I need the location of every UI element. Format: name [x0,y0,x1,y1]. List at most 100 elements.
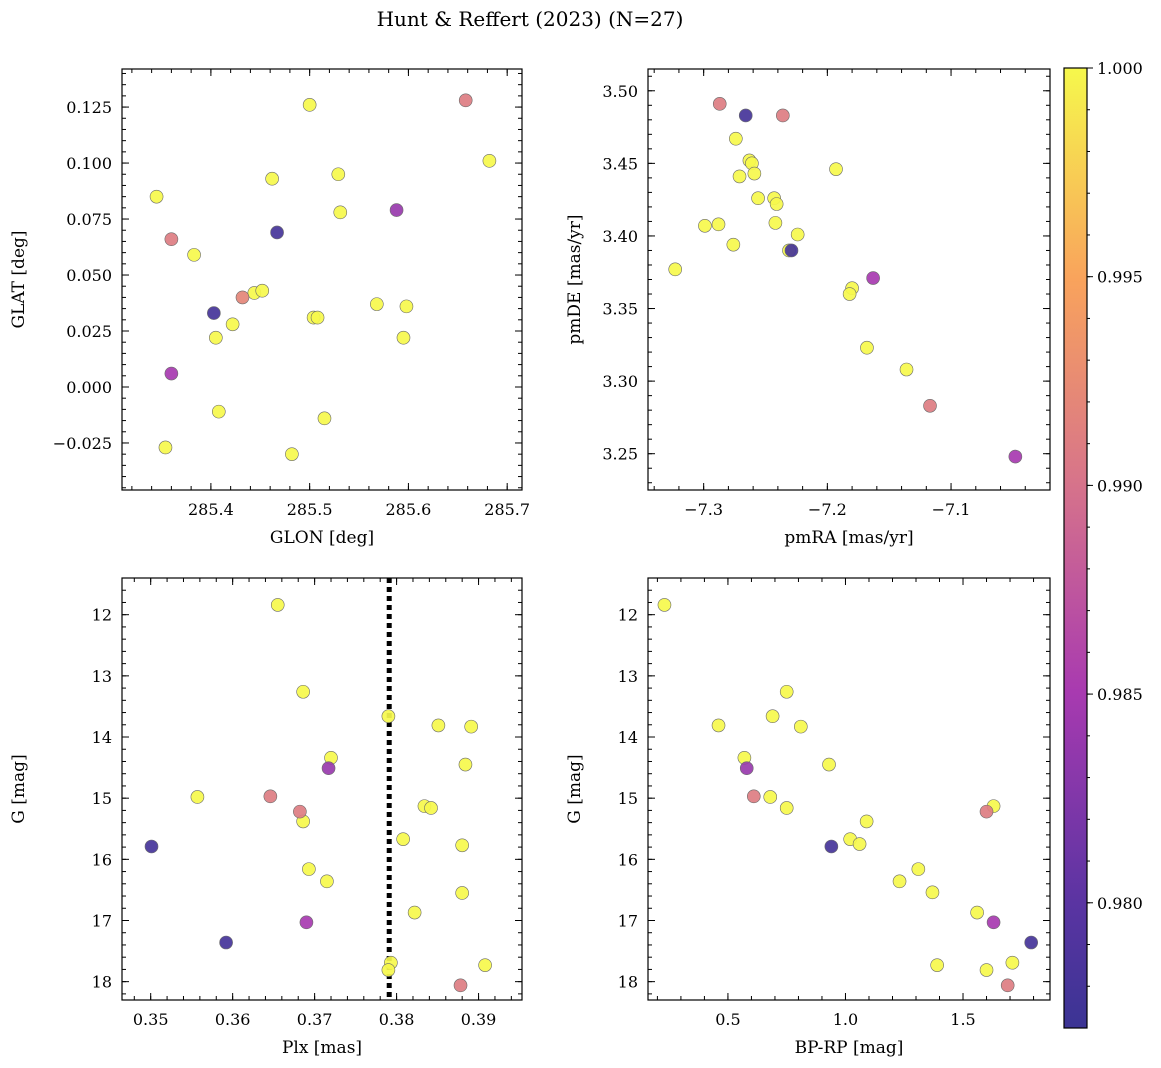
data-point [293,804,307,819]
data-point [824,839,839,854]
y-tick-label: 13 [618,667,638,686]
data-point [478,958,492,972]
data-point [453,978,468,993]
y-tick-label: 17 [92,911,112,930]
data-point [698,218,712,233]
data-point [370,297,384,311]
plot-frame [121,68,523,491]
data-point [455,838,469,853]
data-point [729,131,743,146]
data-point [265,171,279,186]
y-tick-label: 0.125 [66,98,112,117]
data-point [765,709,780,724]
data-point [822,757,836,772]
y-tick-label: 3.30 [602,372,638,391]
y-tick-label: 3.25 [602,445,638,464]
x-tick-label: 0.39 [461,1010,497,1029]
data-point [1024,935,1038,950]
data-point [190,790,205,804]
data-point [711,718,726,733]
data-point [925,885,940,900]
data-point [979,804,994,819]
panel-2: −7.3 −7.2 −7.1 3.25 3.30 3.35 3.40 3.45 3.50 pmRA… [565,68,1051,548]
data-point [458,757,473,772]
y-axis-label: GLAT [deg] [9,230,29,328]
x-tick-label: 285.6 [386,500,432,519]
data-point [144,839,159,854]
y-tick-label: 16 [618,850,638,869]
plot-frame [121,577,523,1001]
plot-frame [647,68,1051,491]
data-point [396,832,410,846]
figure-title: Hunt & Reffert (2023) (N=27) [377,7,684,31]
data-point [263,789,278,804]
data-point [321,761,336,776]
y-tick-label: 18 [618,973,638,992]
data-point [1008,449,1023,464]
data-point [747,166,762,181]
data-point [310,310,325,325]
data-point [158,440,173,455]
data-point [668,262,683,277]
y-tick-label: 13 [92,667,112,686]
x-tick-label: 0.36 [215,1010,251,1029]
data-point [458,93,473,108]
y-tick-label: 3.45 [602,154,638,173]
x-tick-label: 0.38 [379,1010,415,1029]
data-point [726,237,741,252]
x-tick-label: −7.2 [808,500,847,519]
colorbar-tick-label: 0.990 [1097,476,1143,495]
data-point [732,169,747,184]
data-point [986,915,1001,930]
data-point [211,404,226,419]
data-point [389,203,404,217]
data-point [299,915,314,930]
data-point [407,905,422,920]
data-point [776,108,790,123]
data-point [455,886,469,900]
panel-1: 285.4 285.5 285.6 285.7 −0.025 0.000 0.025 0.05… [9,68,530,548]
x-axis-label: BP-RP [mag] [795,1038,904,1058]
y-tick-label: 3.35 [602,300,638,319]
x-tick-label: 285.4 [188,500,234,519]
data-point [859,814,874,829]
data-point [892,874,907,889]
x-tick-label: 285.7 [484,500,530,519]
data-point [829,162,843,176]
y-tick-label: 18 [92,973,112,992]
y-tick-label: 16 [92,850,112,869]
colorbar-tick-label: 1.000 [1097,59,1143,78]
data-point [970,905,984,920]
data-point [930,958,944,972]
data-point [899,362,914,377]
data-point [979,963,994,977]
x-tick-label: 0.35 [133,1010,169,1029]
data-point [657,598,672,612]
data-point [207,306,221,320]
data-point [712,97,727,111]
data-point [296,684,310,699]
data-point [381,963,396,977]
data-point [187,248,201,262]
y-tick-label: 15 [92,789,112,808]
data-point [852,837,867,851]
y-tick-label: 12 [618,606,638,625]
data-point [331,167,346,182]
colorbar-tick-label: 0.980 [1097,894,1143,913]
y-tick-label: −0.025 [53,434,112,453]
y-tick-label: 3.50 [602,82,638,101]
plot-frame [647,577,1051,1001]
y-tick-label: 14 [92,728,112,747]
data-point [711,217,726,232]
x-axis-label: pmRA [mas/yr] [784,528,913,548]
data-point [751,191,765,206]
data-point [1000,978,1015,993]
data-point [164,232,179,246]
data-point [209,330,223,345]
x-axis-label: GLON [deg] [270,528,374,548]
y-tick-label: 15 [618,789,638,808]
data-point [164,366,179,381]
data-point [746,789,761,804]
x-axis-label: Plx [mas] [282,1038,362,1058]
